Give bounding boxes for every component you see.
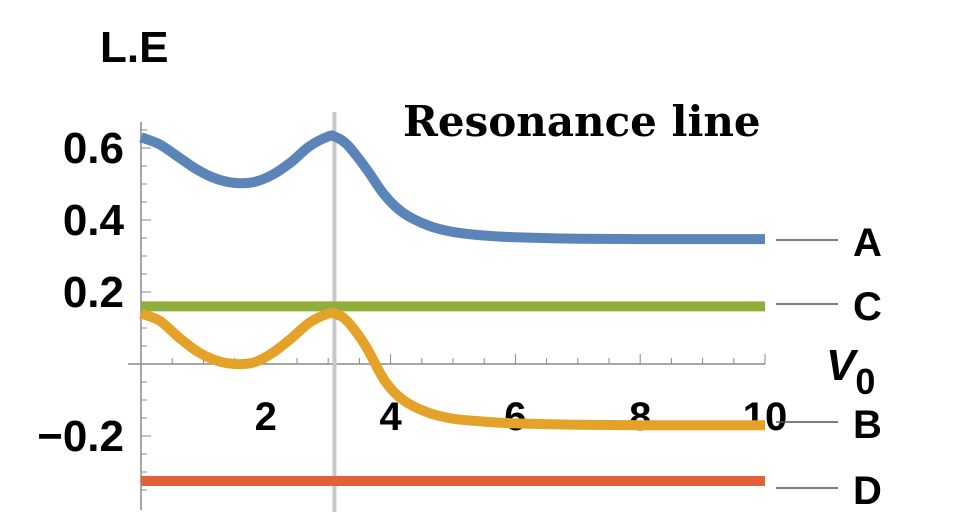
x-tick-label: 2 bbox=[255, 395, 277, 439]
labels: L.E Resonance line V0 bbox=[100, 23, 875, 402]
resonance-line-label: Resonance line bbox=[403, 97, 761, 146]
y-tick-label: 0.6 bbox=[63, 124, 124, 173]
x-tick-label: 4 bbox=[379, 395, 402, 439]
x-axis-title-main: V bbox=[826, 341, 859, 390]
y-tick-label: 0.2 bbox=[63, 268, 124, 317]
series-line-b bbox=[139, 307, 765, 431]
x-axis-title-subscript: 0 bbox=[855, 361, 875, 402]
x-tick-label: 10 bbox=[743, 395, 788, 439]
y-tick-label: −0.2 bbox=[37, 412, 124, 461]
plot-area: AC BD bbox=[139, 112, 882, 513]
legend-label-a: A bbox=[853, 221, 882, 265]
legend-label-b: B bbox=[853, 403, 882, 447]
y-tick-label: 0.4 bbox=[63, 196, 125, 245]
x-tick-label: 6 bbox=[504, 395, 526, 439]
series-line-a bbox=[139, 130, 765, 245]
axes: 2 4 6 8 10 0.6 0.4 0.2 −0.2 bbox=[37, 122, 787, 510]
x-tick-label: 8 bbox=[629, 395, 651, 439]
legend-label-d: D bbox=[853, 469, 882, 513]
legend-label-c: C bbox=[853, 285, 882, 329]
y-axis-title: L.E bbox=[100, 23, 168, 72]
x-axis-title: V0 bbox=[826, 341, 875, 402]
